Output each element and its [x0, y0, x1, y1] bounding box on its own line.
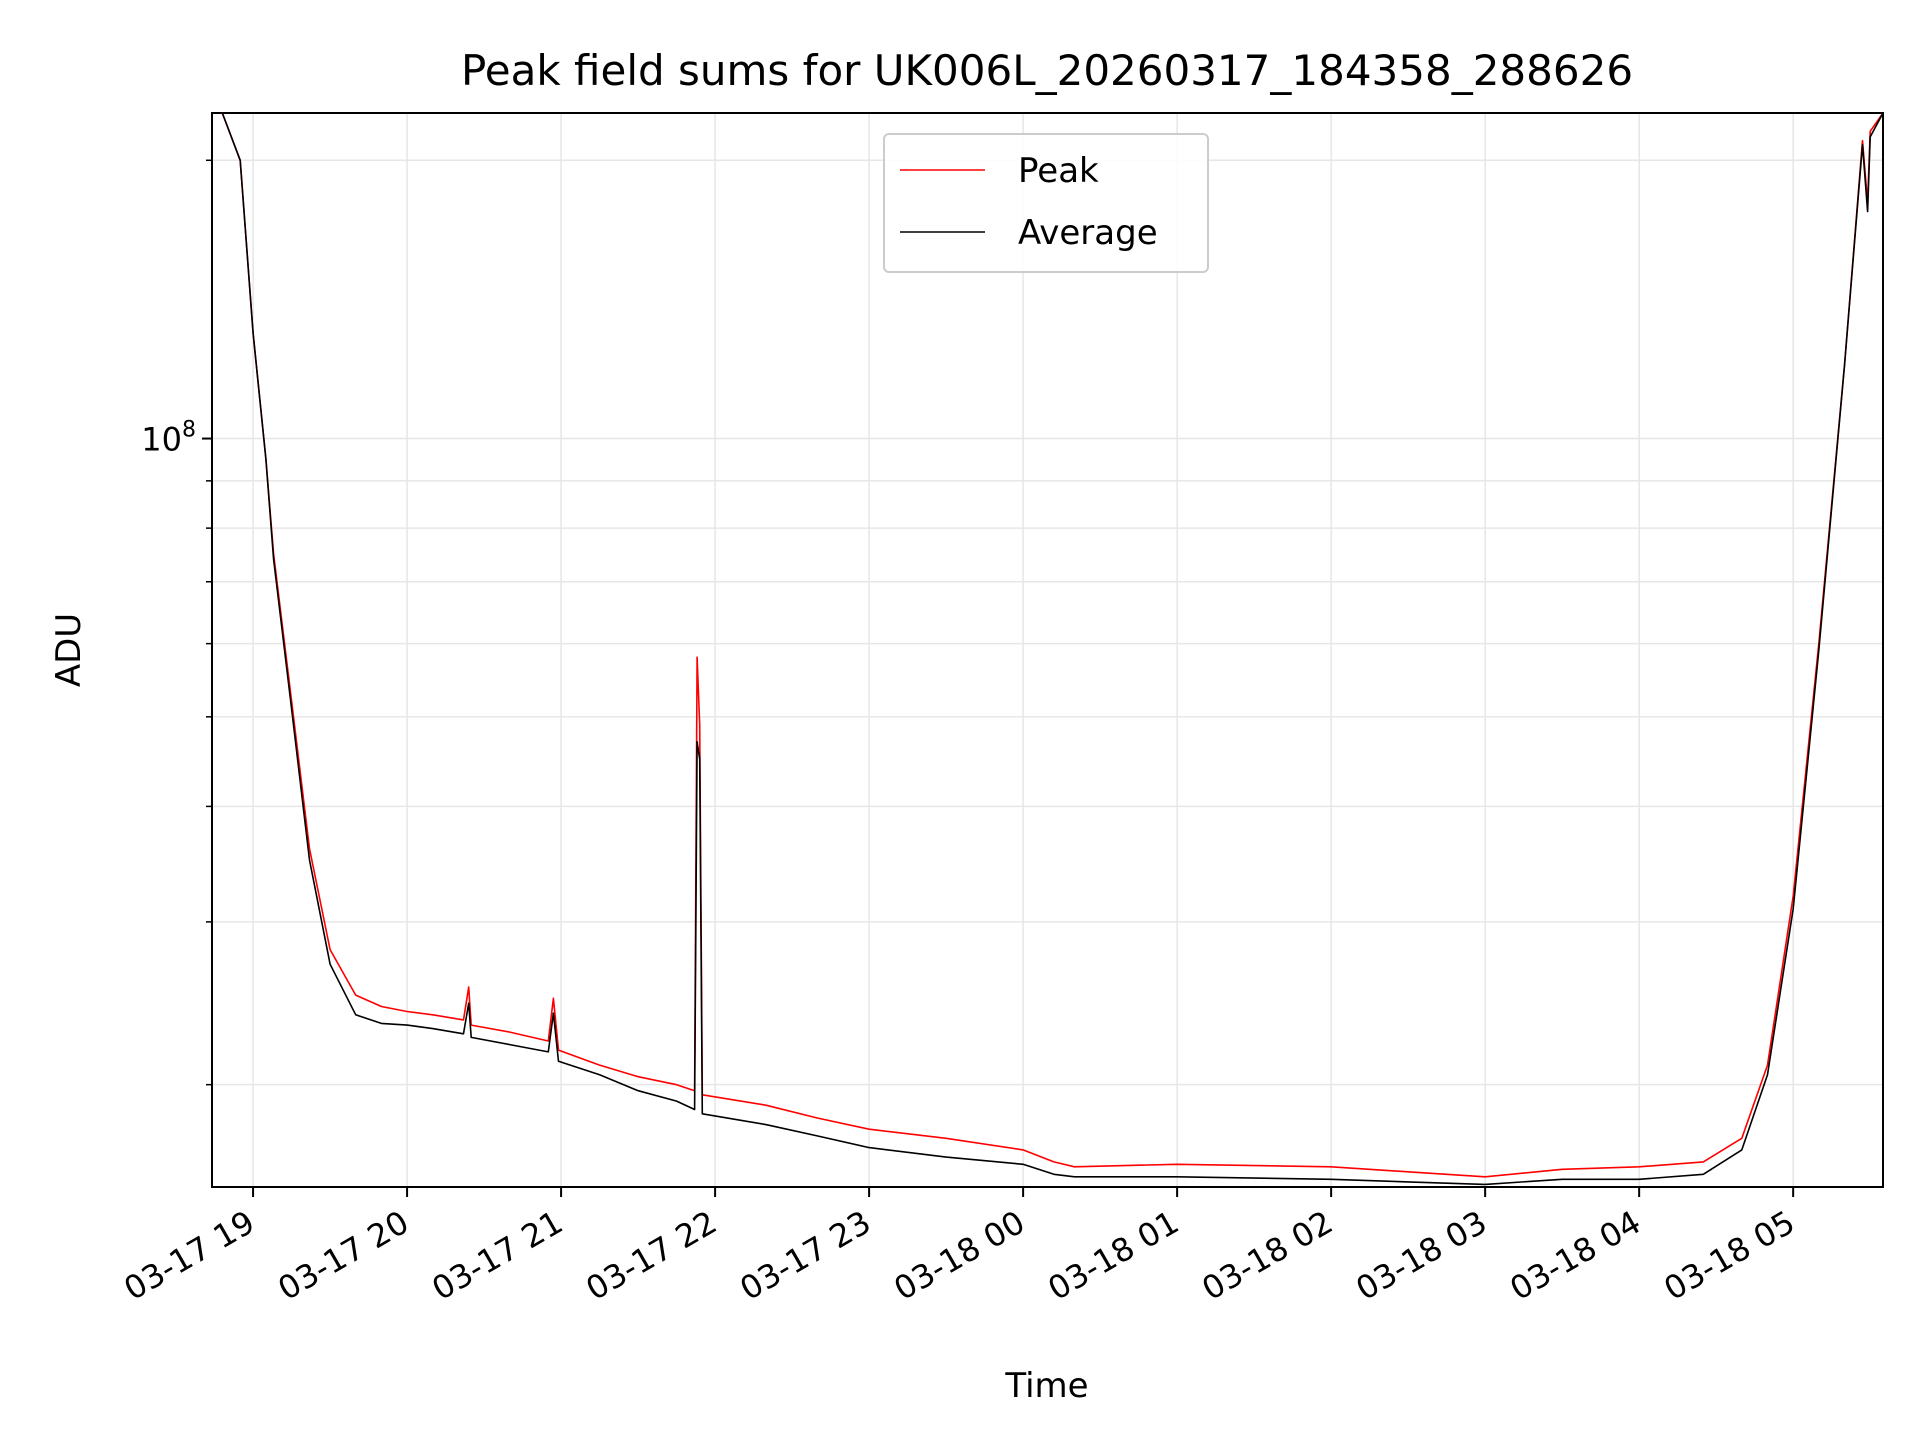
series-layer — [221, 113, 1883, 1186]
series-line-average — [221, 113, 1883, 1186]
series-line-peak — [221, 113, 1883, 1178]
grid — [212, 113, 1883, 1187]
legend-box — [883, 133, 1209, 273]
legend: Peak Average — [883, 133, 1209, 273]
legend-peak-label: Peak — [1018, 151, 1099, 191]
y-tick-label: 108 — [141, 418, 196, 459]
chart-title: Peak field sums for UK006L_20260317_1843… — [461, 46, 1633, 95]
legend-average-label: Average — [1018, 213, 1158, 253]
x-axis-label: Time — [1004, 1366, 1088, 1406]
plot-frame — [211, 112, 1884, 1188]
y-axis-label: ADU — [49, 613, 89, 687]
